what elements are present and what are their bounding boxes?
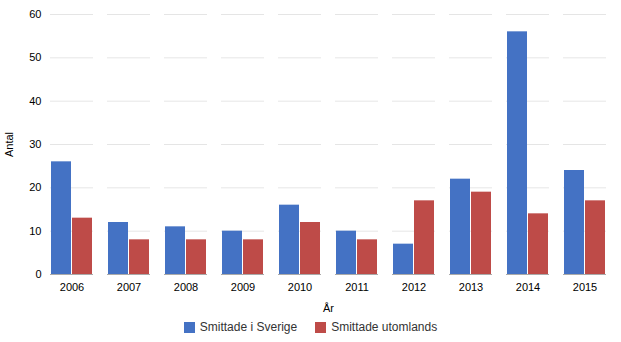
svg-text:60: 60 [29, 8, 41, 20]
svg-text:2009: 2009 [231, 281, 255, 293]
svg-text:40: 40 [29, 95, 41, 107]
svg-text:50: 50 [29, 51, 41, 63]
svg-text:20: 20 [29, 181, 41, 193]
svg-text:Antal: Antal [3, 132, 15, 157]
svg-text:År: År [323, 302, 334, 314]
html-text:Smittade i Sverige: Smittade i Sverige [199, 320, 298, 334]
svg-text:2015: 2015 [573, 281, 597, 293]
svg-text:2013: 2013 [459, 281, 483, 293]
svg-text:0: 0 [35, 268, 41, 280]
svg-text:2006: 2006 [60, 281, 84, 293]
svg-text:2011: 2011 [345, 281, 369, 293]
svg-text:10: 10 [29, 225, 41, 237]
html-text:Smittade utomlands: Smittade utomlands [331, 320, 438, 334]
svg-text:2012: 2012 [402, 281, 426, 293]
svg-text:30: 30 [29, 138, 41, 150]
svg-text:2010: 2010 [288, 281, 312, 293]
svg-text:2007: 2007 [117, 281, 141, 293]
svg-text:2008: 2008 [174, 281, 198, 293]
svg-text:2014: 2014 [516, 281, 540, 293]
